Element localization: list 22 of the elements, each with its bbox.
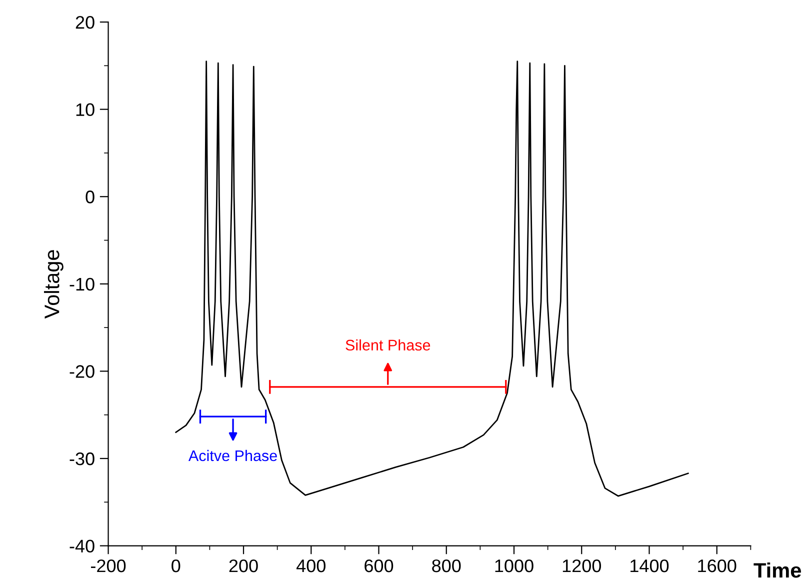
x-tick-label: -200 [91, 559, 126, 572]
x-tick-label: 0 [172, 559, 180, 572]
x-tick-label: 400 [296, 559, 326, 572]
y-tick-label: -20 [70, 365, 94, 378]
x-axis-title: Time [754, 562, 801, 578]
x-tick-label: 800 [432, 559, 461, 572]
y-tick-label: 10 [76, 103, 94, 116]
x-tick-label: 1000 [495, 559, 534, 572]
annotation: Silent Phase [346, 339, 430, 351]
x-tick-label: 1200 [562, 559, 601, 572]
y-tick-label: -30 [70, 452, 94, 466]
y-tick-label: 20 [76, 16, 94, 29]
x-tick-label: 600 [364, 559, 394, 572]
x-tick-label: 1400 [630, 559, 669, 572]
y-axis-title: Voltage [44, 250, 64, 319]
y-tick-label: 0 [86, 190, 94, 204]
y-tick-label: -40 [70, 540, 94, 552]
x-tick-label: 1600 [698, 559, 736, 572]
line-series [175, 60, 689, 497]
y-tick-label: -10 [70, 278, 94, 291]
x-tick-label: 200 [229, 559, 258, 572]
annotation: Acitve Phase [188, 450, 277, 462]
